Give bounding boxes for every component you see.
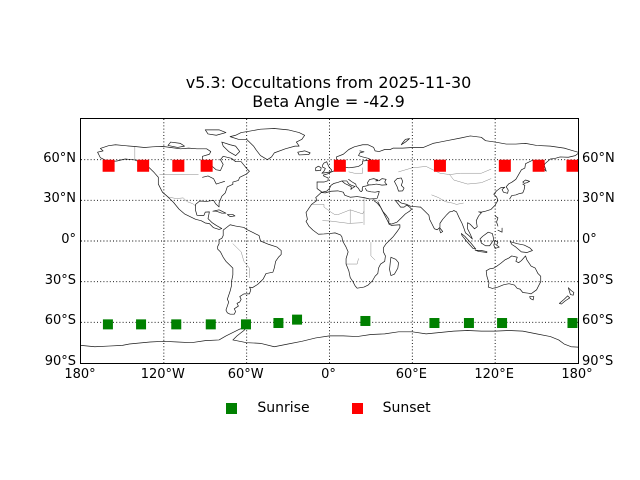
x-tick-label: 120°E (474, 367, 514, 382)
sunrise-marker (136, 319, 147, 330)
sunrise-marker (102, 319, 113, 330)
sunrise-marker (463, 318, 474, 329)
sunset-marker-swatch (351, 402, 363, 414)
sunrise-marker (205, 319, 216, 330)
sunrise-marker (240, 319, 251, 330)
x-tick-label: 120°W (140, 367, 185, 382)
sunset-marker (200, 159, 213, 172)
sunrise-marker (567, 318, 578, 329)
x-tick-label: 180° (64, 367, 96, 382)
legend-item-sunset: Sunset (351, 400, 431, 416)
y-tick-label-right: 90°S (582, 354, 614, 369)
sunrise-marker (360, 315, 371, 326)
world-map (81, 119, 578, 363)
x-tick-label: 60°W (227, 367, 264, 382)
country-borders (135, 147, 491, 278)
chart-title: v5.3: Occultations from 2025-11-30 Beta … (80, 73, 577, 111)
y-tick-label-left: 30°N (43, 191, 76, 207)
sunset-marker (433, 159, 446, 172)
sunrise-marker (273, 318, 284, 329)
y-tick-label-right: 60°S (582, 313, 614, 329)
legend-item-sunrise: Sunrise (226, 400, 310, 416)
sunset-marker (172, 159, 185, 172)
sunset-marker (532, 159, 545, 172)
y-tick-label-right: 30°S (582, 272, 614, 288)
y-tick-label-right: 0° (582, 232, 597, 247)
y-tick-label-left: 90°S (44, 354, 76, 369)
sunrise-marker (171, 319, 182, 330)
sunset-marker (333, 159, 346, 172)
y-tick-label-right: 60°N (582, 150, 615, 166)
map-plot-area (80, 118, 579, 364)
y-tick-label-right: 30°N (582, 191, 615, 207)
y-tick-label-left: 0° (61, 232, 76, 247)
occultation-markers (102, 159, 578, 330)
chart-title-line1: v5.3: Occultations from 2025-11-30 (185, 73, 472, 92)
y-tick-label-left: 60°N (43, 150, 76, 166)
sunset-marker (566, 159, 578, 172)
legend-label-sunrise: Sunrise (257, 400, 310, 416)
sunrise-marker (292, 314, 303, 325)
sunset-marker (498, 159, 511, 172)
sunrise-marker-swatch (226, 402, 238, 414)
x-tick-label: 0° (321, 367, 336, 382)
legend: Sunrise Sunset (80, 399, 577, 417)
grid-layer (81, 119, 578, 363)
sunrise-marker (497, 318, 508, 329)
x-tick-label: 60°E (395, 367, 427, 382)
sunset-marker (367, 159, 380, 172)
sunset-marker (137, 159, 150, 172)
chart-title-line2: Beta Angle = -42.9 (252, 92, 405, 111)
legend-label-sunset: Sunset (382, 400, 431, 416)
y-tick-label-left: 60°S (44, 313, 76, 329)
sunrise-marker (429, 318, 440, 329)
x-tick-label: 180° (561, 367, 593, 382)
sunset-marker (102, 159, 115, 172)
y-tick-label-left: 30°S (44, 272, 76, 288)
